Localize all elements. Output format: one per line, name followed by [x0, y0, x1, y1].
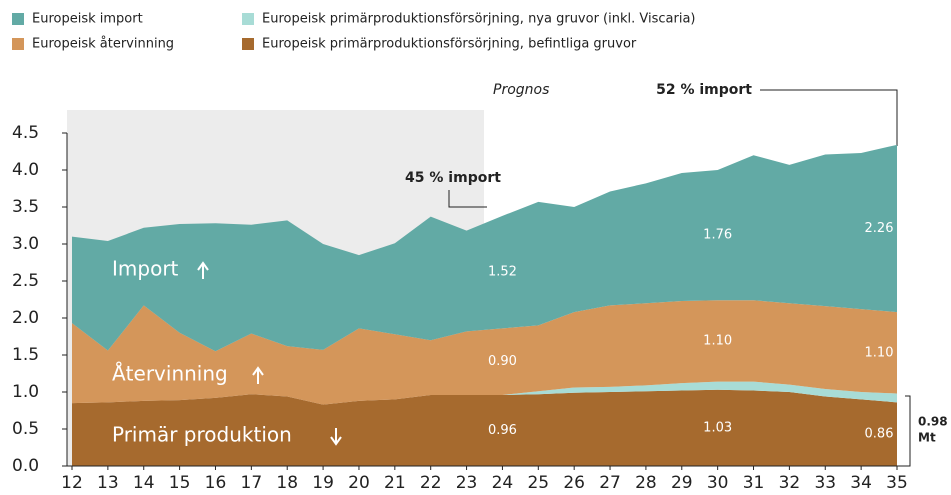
- y-tick-label: 2.0: [12, 308, 39, 328]
- y-tick-label: 1.0: [12, 382, 39, 402]
- legend-swatch: [12, 13, 24, 25]
- arrow-down: [330, 428, 342, 446]
- y-tick-label: 3.5: [12, 197, 39, 217]
- x-tick-label: 31: [743, 473, 765, 493]
- forecast-label: Prognos: [493, 82, 549, 98]
- y-tick-label: 4.5: [12, 123, 39, 143]
- x-tick-label: 26: [563, 473, 585, 493]
- area: [72, 144, 897, 352]
- bracket-label: Mt: [918, 431, 936, 445]
- legend-swatch: [12, 38, 24, 50]
- data-label: 1.76: [703, 228, 732, 243]
- annotation-line: [760, 89, 898, 146]
- x-tick-label: 34: [850, 473, 872, 493]
- area-label: Primär produktion: [112, 423, 292, 447]
- area-label: Import: [112, 257, 179, 281]
- data-label: 0.90: [488, 354, 517, 369]
- data-label: 1.52: [488, 265, 517, 280]
- x-tick-label: 16: [205, 473, 227, 493]
- x-tick-label: 32: [779, 473, 801, 493]
- legend-swatch: [242, 13, 254, 25]
- area: [72, 389, 897, 466]
- y-tick-label: 2.5: [12, 271, 39, 291]
- y-tick-label: 3.0: [12, 234, 39, 254]
- data-label: 1.10: [865, 345, 894, 360]
- x-tick-label: 19: [312, 473, 334, 493]
- area: [72, 381, 897, 405]
- x-tick-label: 21: [384, 473, 406, 493]
- data-label: 2.26: [865, 221, 894, 236]
- legend-label: Europeisk återvinning: [32, 37, 174, 52]
- y-tick-label: 4.0: [12, 160, 39, 180]
- x-tick-label: 15: [169, 473, 191, 493]
- x-tick-label: 17: [241, 473, 263, 493]
- x-tick-label: 29: [671, 473, 693, 493]
- annotation-line: [448, 190, 487, 208]
- y-tick-label: 1.5: [12, 345, 39, 365]
- legend-label: Europeisk primärproduktionsförsörjning, …: [262, 37, 637, 52]
- x-tick-label: 22: [420, 473, 442, 493]
- x-tick-label: 25: [527, 473, 549, 493]
- data-label: 0.86: [865, 427, 894, 442]
- area: [72, 300, 897, 405]
- annotation: 45 % import: [405, 170, 501, 186]
- x-tick-label: 28: [635, 473, 657, 493]
- legend-label: Europeisk primärproduktionsförsörjning, …: [262, 12, 696, 27]
- area-label: Återvinning: [112, 362, 228, 386]
- legend-swatch: [242, 38, 254, 50]
- legend-label: Europeisk import: [32, 12, 143, 27]
- x-tick-label: 14: [133, 473, 155, 493]
- arrow-up: [252, 366, 264, 384]
- x-tick-label: 12: [61, 473, 83, 493]
- bracket-label: 0.98: [918, 415, 948, 429]
- x-tick-label: 18: [276, 473, 298, 493]
- data-label: 1.03: [703, 420, 732, 435]
- x-tick-label: 20: [348, 473, 370, 493]
- x-tick-label: 35: [886, 473, 908, 493]
- x-tick-label: 33: [814, 473, 836, 493]
- data-label: 0.96: [488, 423, 517, 438]
- arrow-up: [197, 261, 209, 279]
- data-label: 1.10: [703, 333, 732, 348]
- x-tick-label: 27: [599, 473, 621, 493]
- x-tick-label: 30: [707, 473, 729, 493]
- x-tick-label: 23: [456, 473, 478, 493]
- y-tick-label: 0.0: [12, 456, 39, 476]
- bracket: [905, 395, 911, 467]
- annotation: 52 % import: [656, 82, 752, 98]
- x-tick-label: 13: [97, 473, 119, 493]
- x-tick-label: 24: [492, 473, 514, 493]
- y-tick-label: 0.5: [12, 419, 39, 439]
